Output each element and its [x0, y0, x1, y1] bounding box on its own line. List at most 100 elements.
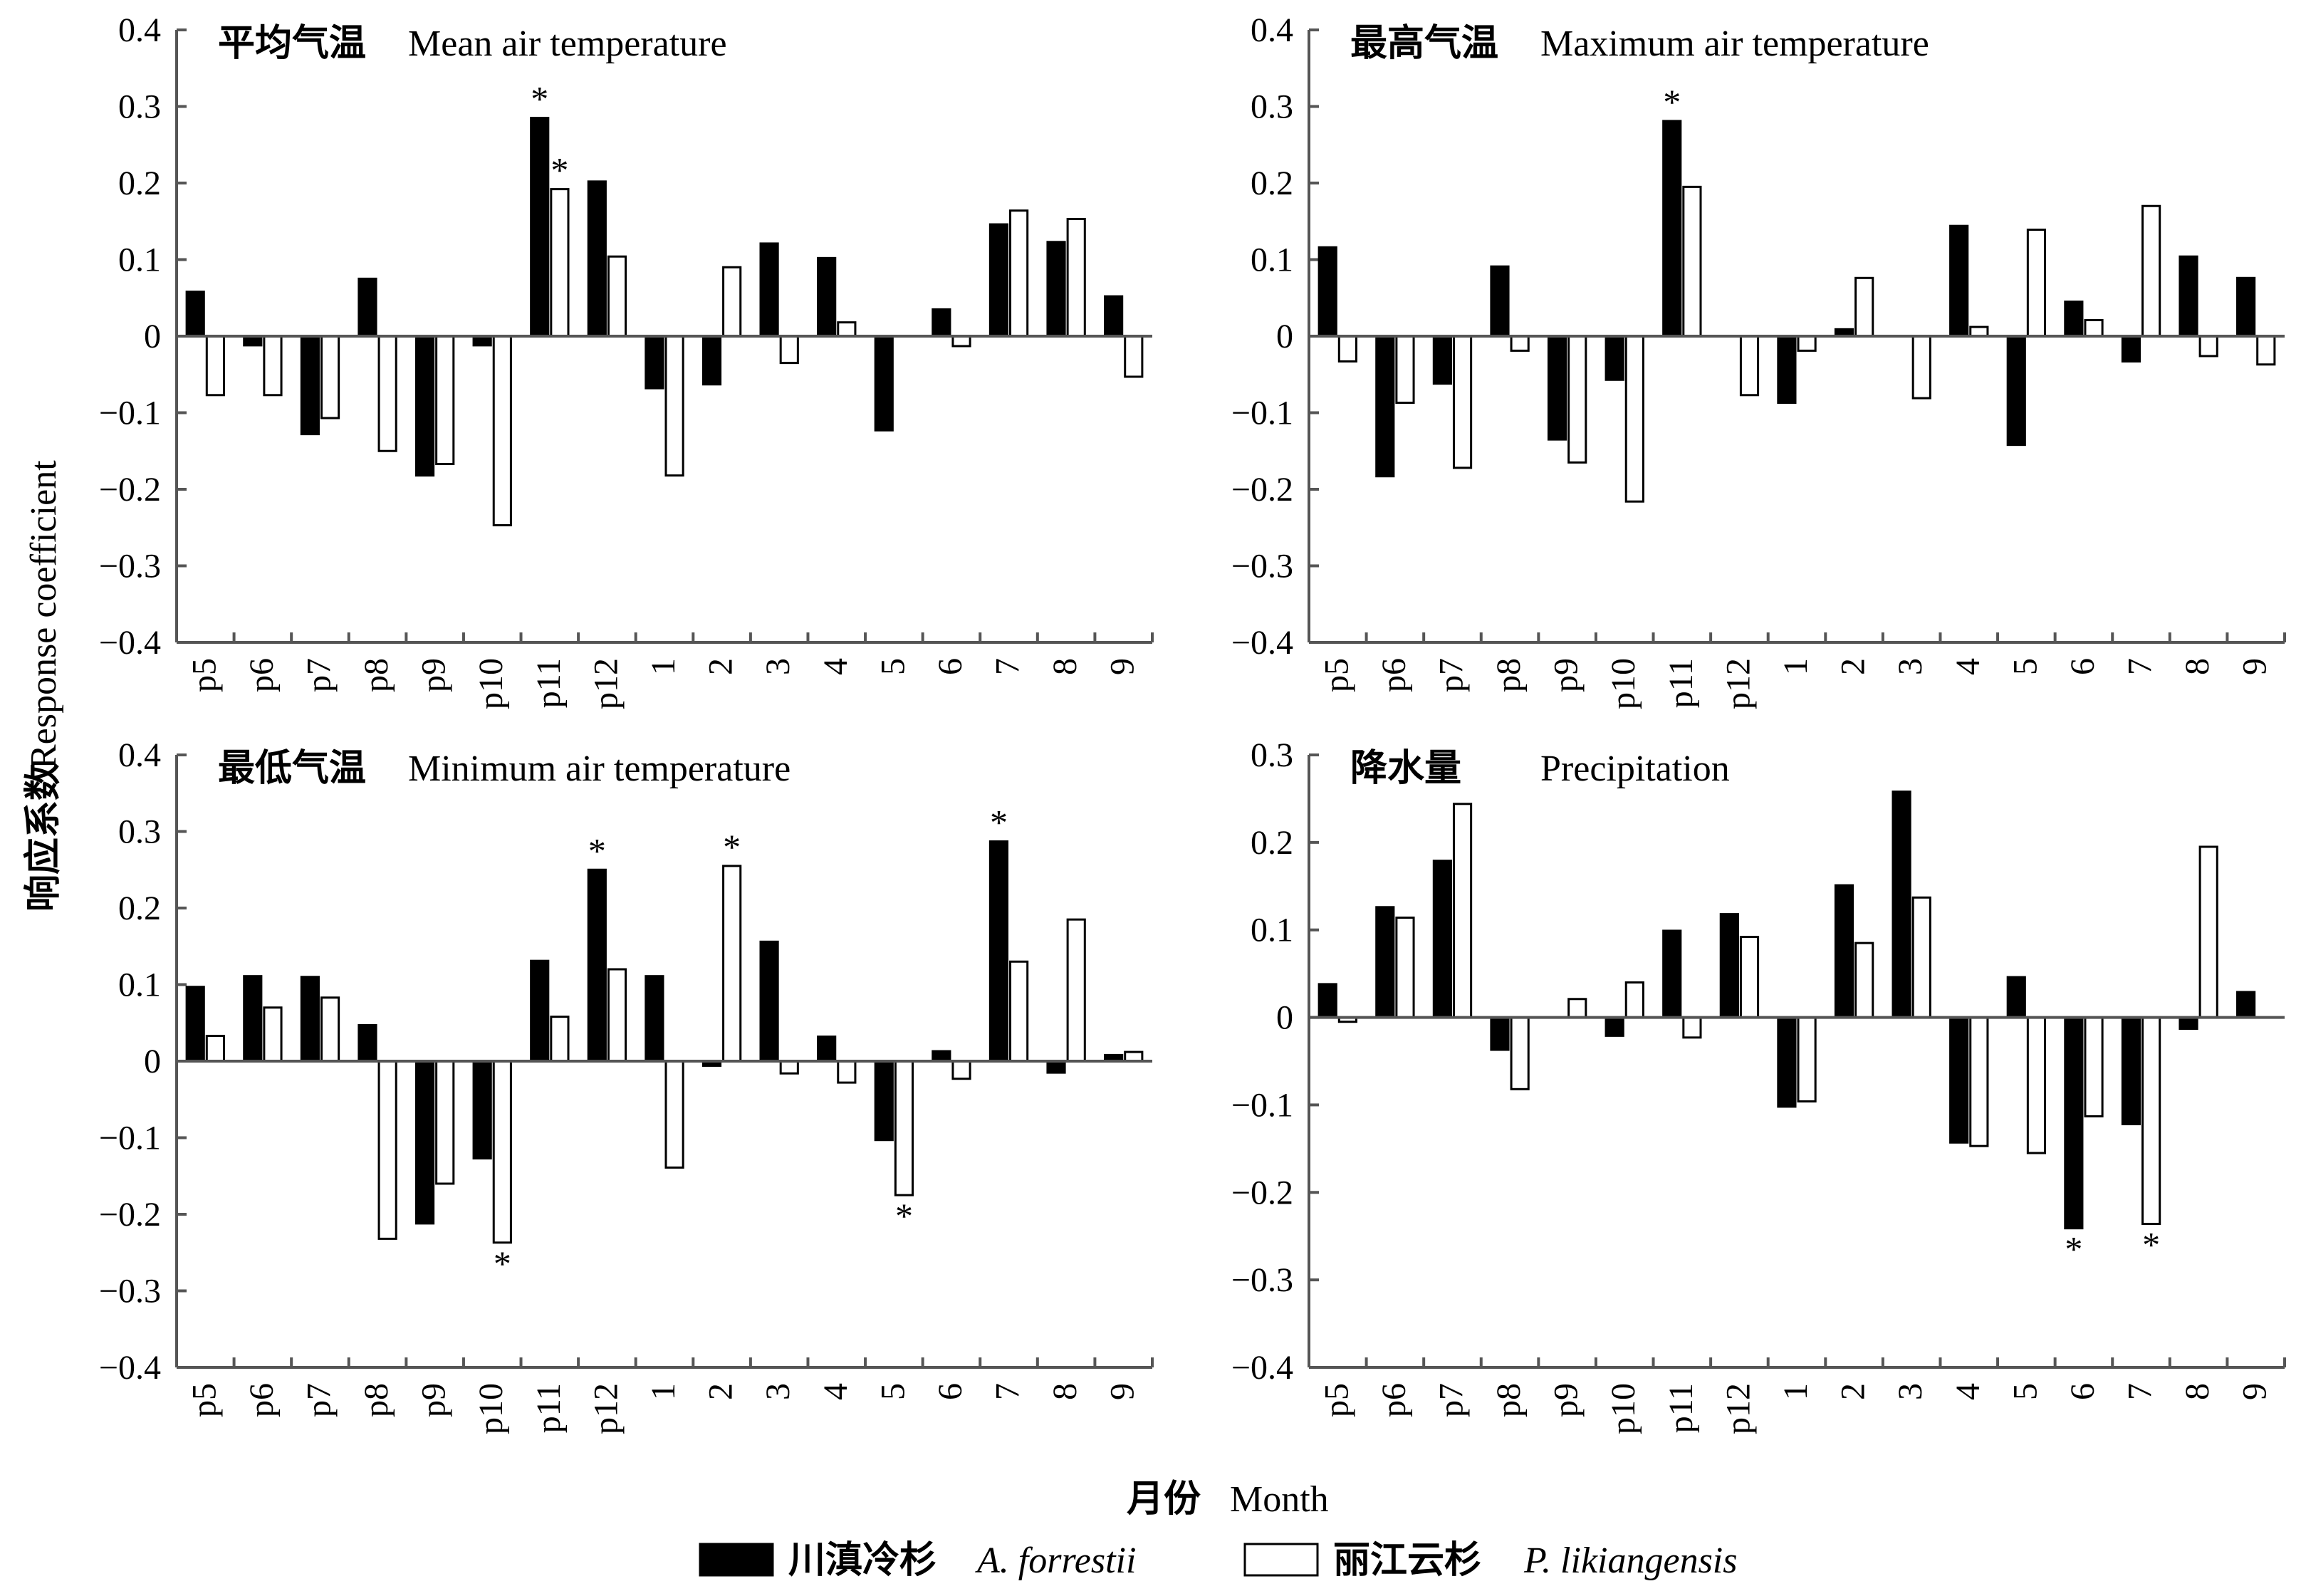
bar-p-likiangensis	[1567, 998, 1587, 1019]
x-tick-label: p11	[1662, 1383, 1700, 1433]
bar-p-likiangensis	[377, 335, 397, 452]
x-tick-label: p7	[1432, 1383, 1470, 1417]
bar-a-forrestii	[1892, 791, 1911, 1019]
bar-p-likiangensis	[435, 1060, 455, 1185]
bar-a-forrestii	[1432, 860, 1452, 1019]
bar-p-likiangensis	[492, 335, 512, 527]
x-tick-label: 9	[1104, 658, 1142, 675]
y-tick-label: 0.4	[118, 11, 161, 49]
bar-a-forrestii	[2006, 976, 2026, 1019]
x-tick-label: 1	[645, 658, 682, 675]
bar-a-forrestii	[2121, 1016, 2141, 1125]
x-tick-label: p10	[472, 658, 510, 709]
bar-p-likiangensis	[320, 335, 340, 419]
bar-p-likiangensis	[1337, 335, 1357, 363]
x-tick-label: p6	[243, 1383, 281, 1417]
bar-a-forrestii	[1777, 1016, 1797, 1108]
bar-p-likiangensis	[837, 1060, 857, 1084]
x-tick-label: p9	[415, 658, 453, 692]
significance-marker: *	[531, 79, 548, 119]
bar-p-likiangensis	[2198, 335, 2218, 358]
panel-title-en: Minimum air temperature	[408, 749, 791, 789]
y-tick-label: 0.3	[118, 88, 161, 126]
x-tick-label: p12	[587, 1383, 625, 1434]
x-tick-label: 2	[702, 1383, 740, 1400]
x-tick-label: p8	[1490, 658, 1528, 692]
bar-p-likiangensis	[951, 1060, 971, 1080]
bar-p-likiangensis	[1066, 218, 1086, 338]
y-tick-label: −0.2	[1231, 471, 1293, 508]
x-tick-label: p9	[1548, 658, 1585, 692]
x-tick-label: p5	[1318, 1383, 1355, 1417]
bar-a-forrestii	[2236, 991, 2256, 1019]
legend-label-en-p-likiangensis: P. likiangensis	[1523, 1540, 1737, 1581]
bar-p-likiangensis	[2026, 229, 2047, 338]
panel-1: 0.4 0.3 0.2 0.1 0 −0.1 −0.2 −0.3 −0.4 p5 p6 p7 p8 p9 p…	[99, 11, 1154, 709]
bar-a-forrestii	[185, 986, 205, 1063]
bar-p-likiangensis	[1969, 1016, 1989, 1147]
x-tick-label: p11	[1662, 658, 1700, 708]
y-tick-label: 0.4	[1251, 11, 1293, 49]
bar-a-forrestii	[1104, 295, 1124, 338]
x-tick-label: 2	[1835, 1383, 1872, 1400]
bar-a-forrestii	[1490, 265, 1510, 338]
x-tick-label: p7	[1432, 658, 1470, 692]
y-tick-label: −0.3	[99, 548, 161, 585]
legend: 川滇冷杉 A. forrestii 丽江云杉 P. likiangensis	[699, 1540, 1737, 1581]
x-axis-label-cn: 月份	[1127, 1478, 1201, 1520]
bar-p-likiangensis	[1739, 335, 1760, 397]
bar-a-forrestii	[1318, 246, 1337, 338]
bar-p-likiangensis	[1395, 335, 1415, 405]
x-tick-label: p6	[1375, 658, 1413, 692]
bar-p-likiangensis	[1009, 960, 1029, 1063]
bar-p-likiangensis	[2026, 1016, 2047, 1154]
bar-a-forrestii	[414, 1060, 435, 1225]
bar-p-likiangensis	[263, 335, 283, 397]
bar-a-forrestii	[645, 975, 664, 1063]
significance-marker: *	[895, 1196, 913, 1236]
panel-4: 0.3 0.2 0.1 0 −0.1 −0.2 −0.3 −0.4 p5 p6 p7 p8 p9 p10 p…	[1231, 736, 2286, 1434]
bar-p-likiangensis	[1124, 335, 1144, 378]
significance-marker: *	[1663, 82, 1681, 122]
bar-a-forrestii	[2064, 301, 2084, 338]
bar-a-forrestii	[530, 117, 550, 338]
bar-a-forrestii	[300, 976, 320, 1063]
bar-a-forrestii	[358, 277, 377, 338]
bar-a-forrestii	[2064, 1016, 2084, 1230]
x-axis-label-en: Month	[1230, 1479, 1329, 1520]
bar-a-forrestii	[701, 335, 722, 386]
x-tick-label: p5	[185, 1383, 223, 1417]
panel-title-cn: 最低气温	[218, 748, 366, 789]
x-tick-label: 1	[1777, 1383, 1815, 1400]
y-tick-label: 0	[144, 1043, 161, 1080]
y-tick-label: 0.3	[1251, 88, 1293, 126]
y-tick-label: −0.4	[99, 1349, 161, 1387]
bar-a-forrestii	[2179, 1016, 2198, 1031]
bar-a-forrestii	[1375, 906, 1395, 1019]
x-tick-label: p8	[358, 1383, 395, 1417]
y-tick-label: −0.3	[1231, 548, 1293, 585]
x-tick-label: 8	[1046, 1383, 1084, 1400]
bar-a-forrestii	[185, 291, 205, 338]
x-tick-label: p12	[1719, 658, 1757, 709]
panel-title-cn: 最高气温	[1350, 23, 1498, 64]
bar-a-forrestii	[817, 1036, 837, 1063]
x-tick-label: 5	[2006, 658, 2044, 675]
bar-p-likiangensis	[1510, 335, 1530, 352]
y-tick-label: −0.2	[1231, 1174, 1293, 1211]
x-tick-label: p6	[1375, 1383, 1413, 1417]
bar-p-likiangensis	[1797, 335, 1817, 352]
significance-marker: *	[2142, 1225, 2160, 1265]
x-tick-label: p7	[300, 658, 338, 692]
bar-p-likiangensis	[1682, 1016, 1702, 1039]
x-tick-label: 6	[932, 1383, 969, 1400]
x-tick-label: 4	[817, 658, 855, 675]
bar-a-forrestii	[2236, 276, 2256, 338]
x-tick-label: 8	[1046, 658, 1084, 675]
panel-title-cn: 降水量	[1350, 748, 1461, 789]
x-tick-label: 1	[1777, 658, 1815, 675]
y-tick-label: −0.3	[1231, 1261, 1293, 1299]
legend-label-cn-a-forrestii: 川滇冷杉	[788, 1540, 936, 1581]
x-tick-label: 4	[1949, 658, 1987, 675]
x-tick-label: p11	[530, 1383, 568, 1433]
